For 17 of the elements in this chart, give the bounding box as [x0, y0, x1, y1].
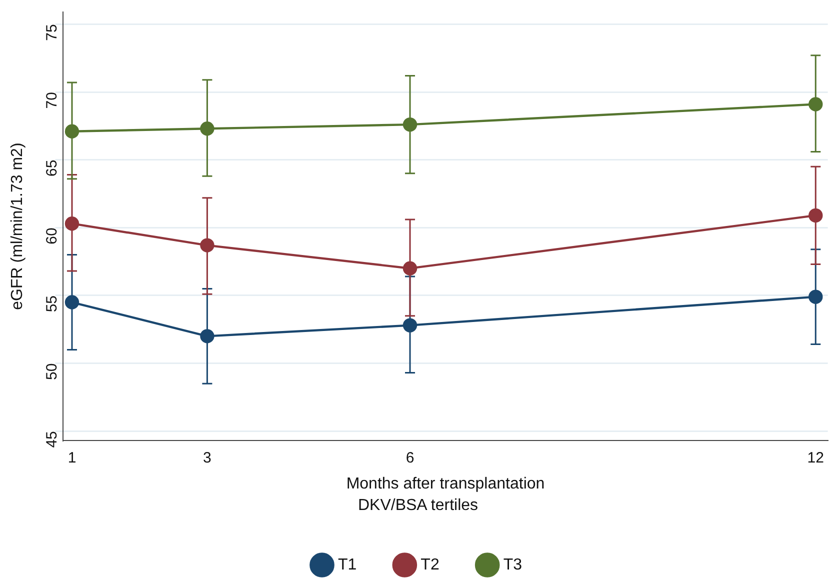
y-tick-label: 75 — [43, 24, 60, 41]
legend-label: T3 — [503, 556, 522, 574]
y-axis-title: eGFR (ml/min/1.73 m2) — [9, 142, 26, 310]
x-tick-label: 12 — [807, 450, 824, 467]
x-tick-label: 1 — [68, 450, 76, 467]
legend-title: DKV/BSA tertiles — [358, 497, 478, 514]
x-tick-label: 3 — [203, 450, 212, 467]
legend-label: T2 — [420, 556, 440, 574]
y-tick-label: 55 — [43, 295, 60, 312]
x-tick-label: 6 — [406, 450, 414, 467]
x-axis-title: Months after transplantation — [346, 476, 545, 493]
y-tick-label: 60 — [43, 228, 60, 244]
y-tick-label: 70 — [43, 92, 60, 109]
y-tick-label: 65 — [43, 160, 60, 177]
y-tick-label: 45 — [43, 431, 60, 448]
legend-label: T1 — [338, 556, 357, 574]
y-tick-label: 50 — [43, 363, 60, 380]
